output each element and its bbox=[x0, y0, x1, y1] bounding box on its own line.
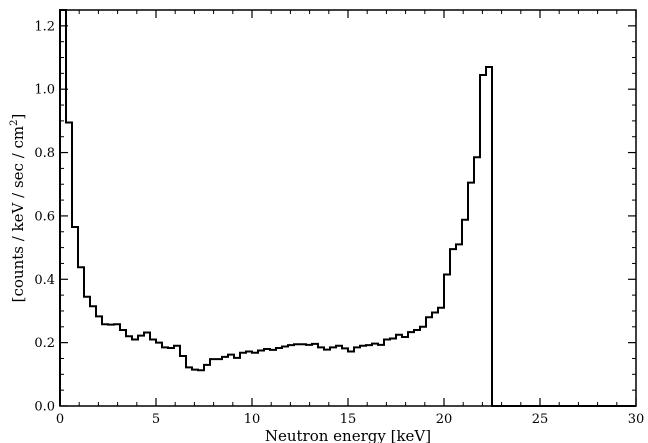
minor-ticks bbox=[60, 10, 636, 406]
major-ticks bbox=[59, 10, 637, 407]
x-tick-labels: 0 5 10 15 20 25 30 bbox=[56, 412, 644, 427]
y-tick-label: 0.0 bbox=[34, 400, 55, 415]
x-tick-label: 25 bbox=[532, 412, 549, 427]
y-tick-label: 0.2 bbox=[34, 336, 55, 351]
y-tick-label: 0.4 bbox=[34, 273, 55, 288]
x-tick-label: 10 bbox=[244, 412, 261, 427]
histogram-step-line bbox=[59, 9, 636, 407]
y-tick-label: 0.6 bbox=[34, 209, 55, 224]
x-tick-label: 20 bbox=[436, 412, 453, 427]
y-tick-label: 0.8 bbox=[34, 146, 55, 161]
x-axis-label: Neutron energy [keV] bbox=[265, 427, 431, 443]
x-tick-label: 5 bbox=[152, 412, 160, 427]
x-tick-label: 30 bbox=[628, 412, 645, 427]
y-tick-label: 1.0 bbox=[34, 83, 55, 98]
y-axis-label-main: [counts / keV / sec / cm bbox=[9, 126, 27, 303]
x-tick-label: 15 bbox=[340, 412, 357, 427]
y-axis-label-superscript: 2 bbox=[9, 119, 20, 125]
y-tick-labels: 0.0 0.2 0.4 0.6 0.8 1.0 1.2 bbox=[34, 19, 55, 414]
plot-frame bbox=[59, 9, 637, 407]
y-axis-label-suffix: ] bbox=[9, 114, 27, 120]
y-axis-label: [counts / keV / sec / cm2] bbox=[9, 114, 27, 303]
x-tick-label: 0 bbox=[56, 412, 64, 427]
y-tick-label: 1.2 bbox=[34, 19, 55, 34]
